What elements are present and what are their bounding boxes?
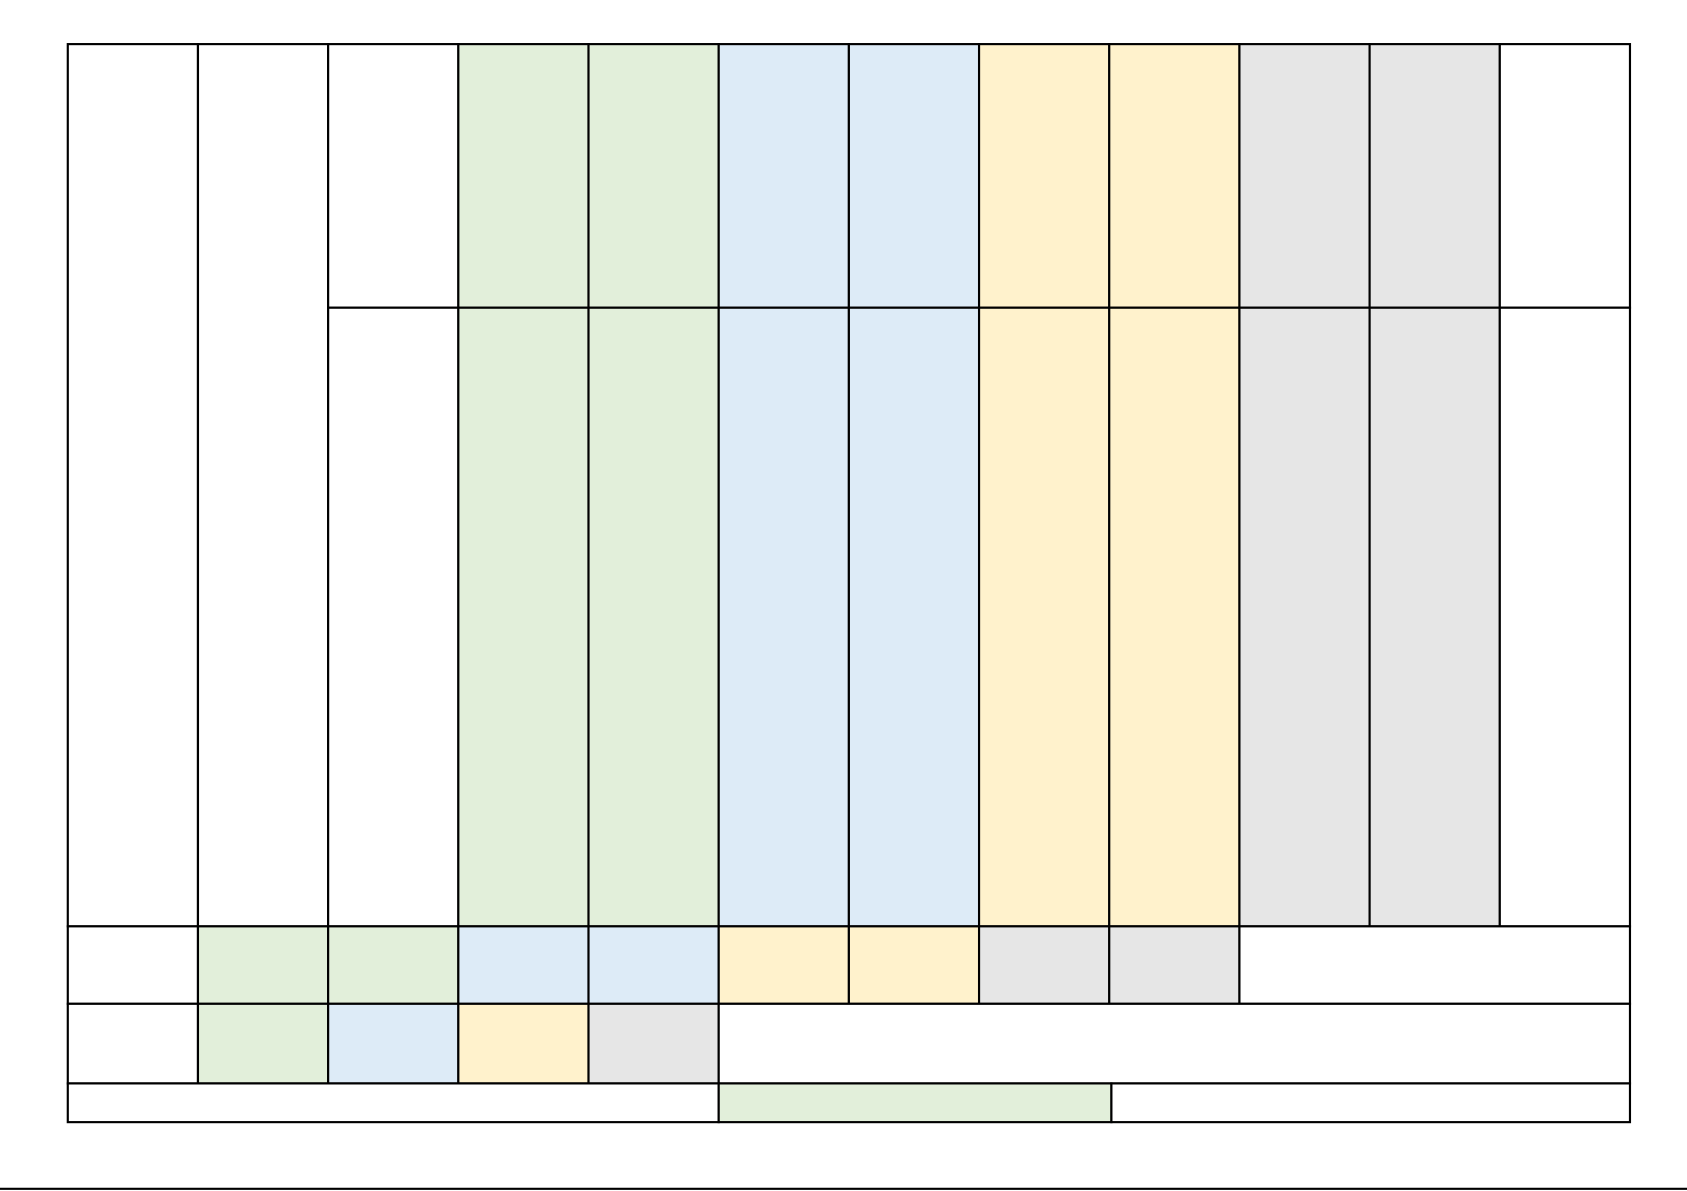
table-cell xyxy=(457,925,590,1005)
table-cell xyxy=(66,43,200,928)
table-cell xyxy=(457,306,590,928)
table-cell xyxy=(457,1002,590,1085)
table-cell xyxy=(327,43,460,309)
table-cell xyxy=(327,1002,460,1085)
table-cell xyxy=(66,1082,720,1124)
table-cell xyxy=(1110,1082,1632,1124)
table-cell xyxy=(1108,43,1241,309)
table-cell xyxy=(1368,43,1501,309)
table-cell xyxy=(587,925,720,1005)
table-cell xyxy=(977,43,1111,309)
table-cell xyxy=(66,925,200,1005)
table-cell xyxy=(717,925,850,1005)
table-cell xyxy=(847,925,981,1005)
table-cell xyxy=(196,43,330,928)
table-cell xyxy=(587,306,720,928)
table-cell xyxy=(847,43,981,309)
table-cell xyxy=(1108,925,1241,1005)
table-cell xyxy=(1238,925,1632,1005)
table-cell xyxy=(717,1082,1113,1124)
table-cell xyxy=(327,306,460,928)
table-cell xyxy=(457,43,590,309)
table-cell xyxy=(977,925,1111,1005)
table-cell xyxy=(66,1002,200,1085)
table-cell xyxy=(847,306,981,928)
table-cell xyxy=(587,1002,720,1085)
table-cell xyxy=(196,925,330,1005)
table-cell xyxy=(196,1002,330,1085)
table-cell xyxy=(1108,306,1241,928)
table-cell xyxy=(977,306,1111,928)
table-cell xyxy=(717,1002,1632,1085)
table-cell xyxy=(1498,306,1632,928)
table-cell xyxy=(1498,43,1632,309)
table-cell xyxy=(587,43,720,309)
table-cell xyxy=(1238,43,1371,309)
table-cell xyxy=(717,43,850,309)
table-cell xyxy=(1238,306,1371,928)
table-cell xyxy=(1368,306,1501,928)
table-cell xyxy=(717,306,850,928)
table-cell xyxy=(327,925,460,1005)
